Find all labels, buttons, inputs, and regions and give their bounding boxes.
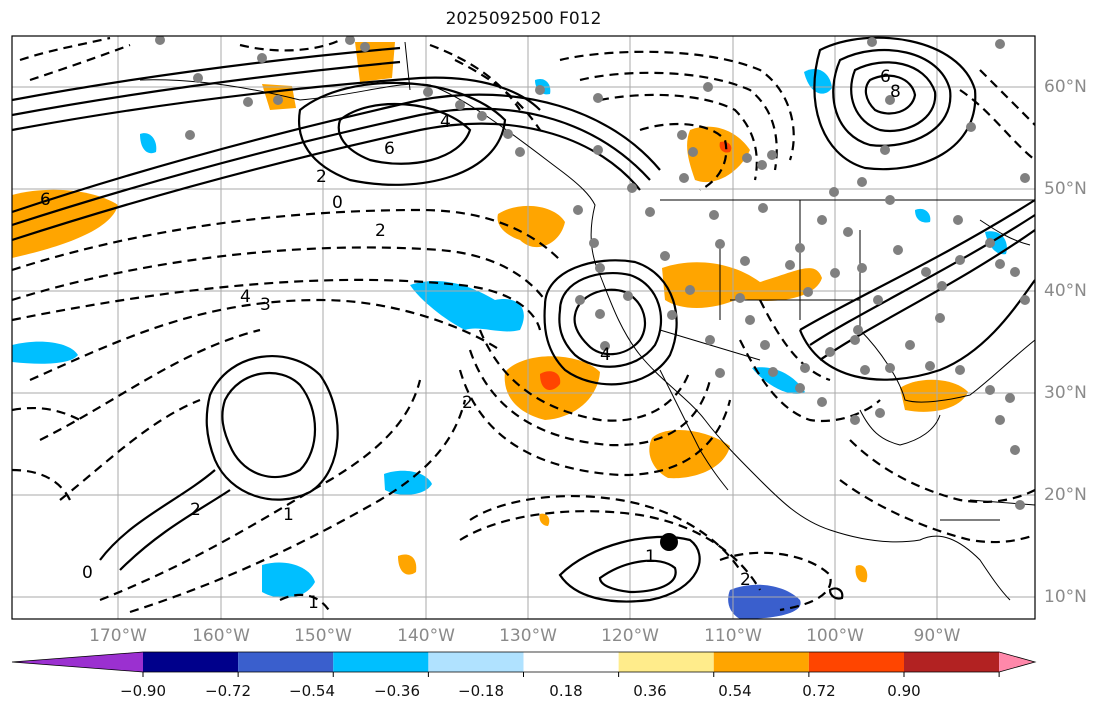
colorbar-segment [333, 652, 429, 672]
colorbar-segment [904, 652, 1000, 672]
svg-text:8: 8 [890, 82, 901, 102]
lat-tick-label: 30°N [1044, 383, 1087, 403]
svg-text:4: 4 [440, 112, 451, 132]
colorbar-tick-label: 0.90 [887, 682, 921, 700]
lat-tick-label: 60°N [1044, 77, 1087, 97]
lat-tick-label: 40°N [1044, 281, 1087, 301]
svg-text:1: 1 [645, 547, 656, 567]
solid-contours [12, 36, 1035, 603]
colorbar-tick-label: 0.18 [549, 682, 583, 700]
svg-text:3: 3 [260, 295, 271, 315]
colorbar [11, 651, 1037, 677]
colorbar-segment [618, 652, 714, 672]
colorbar-tick-label: 0.72 [802, 682, 836, 700]
svg-text:2: 2 [462, 393, 473, 413]
positive-shading [12, 42, 968, 583]
colorbar-tick-label: −0.18 [458, 682, 504, 700]
colorbar-tick-label: −0.54 [289, 682, 335, 700]
colorbar-arrow-low [12, 652, 143, 672]
lon-tick-label: 150°W [294, 626, 352, 646]
svg-text:2: 2 [375, 221, 386, 241]
colorbar-tick-label: 0.36 [633, 682, 667, 700]
svg-text:2: 2 [190, 500, 201, 520]
lon-tick-label: 140°W [397, 626, 455, 646]
lat-tick-label: 50°N [1044, 179, 1087, 199]
colorbar-tick-label: −0.36 [374, 682, 420, 700]
svg-text:2: 2 [316, 167, 327, 187]
colorbar-segment [143, 652, 239, 672]
svg-text:1: 1 [308, 593, 319, 613]
contour-labels: 6 8 6 6 4 2 0 2 4 3 4 2 1 2 1 0 1 2 [40, 67, 901, 613]
lon-tick-label: 100°W [806, 626, 864, 646]
colorbar-segment [428, 652, 524, 672]
dashed-contours [12, 36, 1035, 614]
colorbar-tick-label: −0.72 [205, 682, 251, 700]
svg-text:1: 1 [283, 505, 294, 525]
map-frame [11, 35, 1036, 620]
colorbar-segment [808, 652, 904, 672]
svg-text:4: 4 [240, 287, 251, 307]
svg-text:2: 2 [740, 570, 751, 590]
lat-tick-label: 20°N [1044, 485, 1087, 505]
colorbar-tick-label: 0.54 [718, 682, 752, 700]
colorbar-segment [523, 652, 619, 672]
map-title: 2025092500 F012 [445, 9, 602, 29]
svg-text:4: 4 [600, 345, 611, 365]
lon-tick-label: 90°W [913, 626, 961, 646]
lat-tick-label: 10°N [1044, 587, 1087, 607]
tc-center-marker [660, 533, 678, 551]
colorbar-arrow-high [999, 652, 1035, 672]
svg-text:6: 6 [40, 190, 51, 210]
svg-text:6: 6 [384, 139, 395, 159]
colorbar-segment [713, 652, 809, 672]
svg-text:0: 0 [332, 193, 343, 213]
colorbar-segment [238, 652, 334, 672]
lon-tick-label: 130°W [499, 626, 557, 646]
svg-text:6: 6 [880, 67, 891, 87]
lon-tick-label: 120°W [601, 626, 659, 646]
lon-tick-label: 170°W [89, 626, 147, 646]
station-dots [155, 36, 1030, 510]
lon-tick-label: 110°W [704, 626, 762, 646]
lon-tick-label: 160°W [192, 626, 250, 646]
colorbar-tick-label: −0.90 [120, 682, 166, 700]
svg-text:0: 0 [82, 563, 93, 583]
